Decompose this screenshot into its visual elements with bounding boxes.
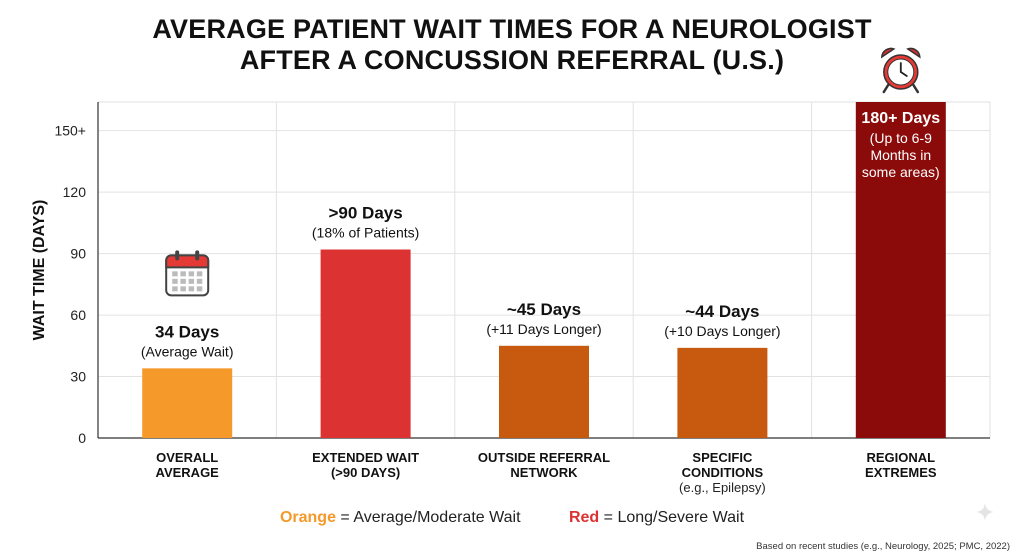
y-axis-label: WAIT TIME (DAYS) bbox=[31, 200, 48, 341]
data-sublabel: (Average Wait) bbox=[141, 343, 234, 359]
clock-leg bbox=[882, 82, 891, 94]
calendar-day bbox=[180, 271, 186, 277]
calendar-ring bbox=[175, 250, 180, 261]
x-tick-label: NETWORK bbox=[510, 465, 578, 480]
x-tick-label: EXTREMES bbox=[865, 465, 937, 480]
calendar-day bbox=[180, 278, 186, 284]
bar-3 bbox=[499, 345, 589, 438]
clock-leg bbox=[911, 82, 920, 94]
legend: Orange = Average/Moderate Wait Red = Lon… bbox=[0, 509, 1024, 527]
legend-item-red: Red = Long/Severe Wait bbox=[569, 509, 744, 527]
bar-5 bbox=[855, 102, 946, 438]
x-tick-label: OVERALL bbox=[156, 450, 218, 465]
calendar-day bbox=[196, 278, 203, 284]
sparkle-icon bbox=[976, 503, 994, 521]
legend-item-orange: Orange = Average/Moderate Wait bbox=[280, 509, 521, 527]
data-sublabel: (+11 Days Longer) bbox=[486, 321, 601, 337]
clock-bell bbox=[906, 47, 921, 59]
bar-4 bbox=[677, 347, 768, 438]
bar-1 bbox=[142, 368, 233, 438]
x-tick-label: (>90 DAYS) bbox=[331, 465, 400, 480]
calendar-day bbox=[188, 278, 195, 284]
alarm-clock-icon bbox=[880, 47, 921, 94]
y-tick-label: 90 bbox=[70, 246, 86, 262]
data-label: 180+ Days bbox=[861, 110, 940, 127]
grid bbox=[98, 101, 991, 438]
x-tick-label: SPECIFIC bbox=[692, 450, 753, 465]
legend-red-key: Red bbox=[568, 509, 600, 526]
calendar-day bbox=[188, 286, 195, 292]
calendar-ring bbox=[195, 250, 200, 261]
y-tick-label: 150+ bbox=[54, 123, 86, 139]
title-line-1: AVERAGE PATIENT WAIT TIMES FOR A NEUROLO… bbox=[152, 14, 872, 44]
title-line-2: AFTER A CONCUSSION REFERRAL (U.S.) bbox=[239, 45, 785, 75]
data-label: 34 Days bbox=[155, 322, 219, 341]
calendar-day bbox=[172, 286, 178, 292]
data-label: ~44 Days bbox=[685, 302, 759, 321]
calendar-header bbox=[165, 254, 210, 269]
chart-title: AVERAGE PATIENT WAIT TIMES FOR A NEUROLO… bbox=[0, 14, 1024, 76]
data-sublabel: (+10 Days Longer) bbox=[664, 323, 780, 339]
legend-orange-key: Orange bbox=[279, 509, 336, 526]
data-sublabel: (Up to 6-9 bbox=[870, 130, 932, 146]
y-tick-label: 60 bbox=[70, 307, 86, 323]
legend-orange-text: = Average/Moderate Wait bbox=[335, 509, 521, 526]
clock-bell bbox=[880, 47, 896, 59]
data-sublabel: Months in bbox=[870, 147, 931, 163]
x-tick-label: EXTENDED WAIT bbox=[312, 450, 419, 465]
x-tick-label: REGIONAL bbox=[866, 450, 935, 465]
data-label: ~45 Days bbox=[507, 300, 581, 319]
x-tick-label: AVERAGE bbox=[156, 465, 220, 480]
x-tick-label: OUTSIDE REFERRAL bbox=[478, 450, 610, 465]
data-label: >90 Days bbox=[328, 204, 402, 223]
bar-2 bbox=[320, 249, 411, 438]
clock-hand bbox=[899, 71, 908, 77]
calendar-day bbox=[196, 286, 203, 292]
data-sublabel: some areas) bbox=[862, 164, 940, 180]
bars bbox=[142, 102, 946, 438]
calendar-day bbox=[172, 271, 178, 277]
y-tick-label: 30 bbox=[70, 369, 86, 385]
source-note: Based on recent studies (e.g., Neurology… bbox=[756, 541, 1010, 552]
data-sublabel: (18% of Patients) bbox=[312, 225, 419, 241]
calendar-day bbox=[180, 286, 186, 292]
calendar-day bbox=[172, 278, 178, 284]
x-tick-note: (e.g., Epilepsy) bbox=[679, 480, 766, 495]
legend-red-text: = Long/Severe Wait bbox=[599, 509, 745, 526]
calendar-day bbox=[196, 271, 203, 277]
calendar-icon bbox=[165, 250, 210, 297]
y-tick-label: 120 bbox=[63, 184, 87, 200]
y-tick-label: 0 bbox=[78, 430, 86, 446]
x-tick-label: CONDITIONS bbox=[682, 465, 764, 480]
calendar-day bbox=[188, 271, 195, 277]
